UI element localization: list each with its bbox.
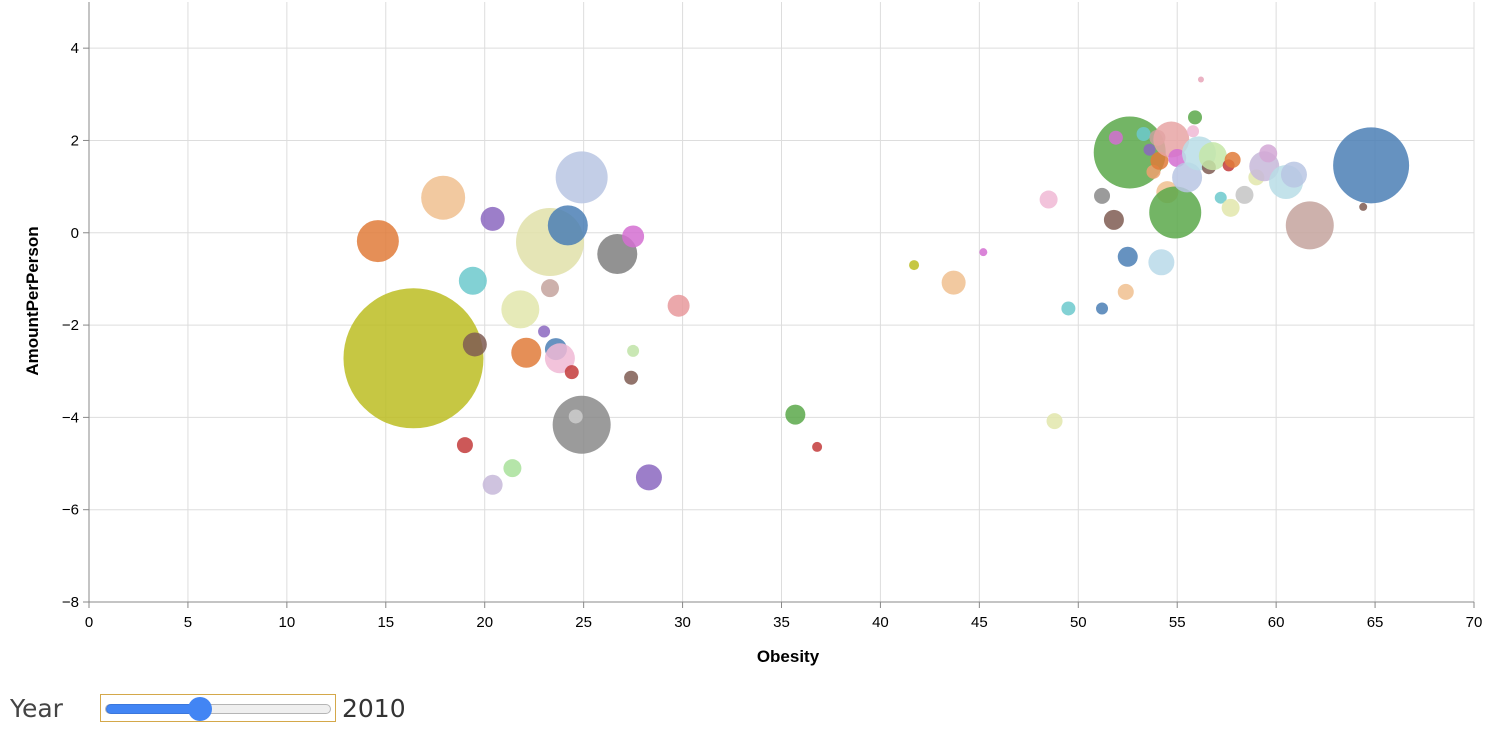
x-tick-label: 10 xyxy=(279,614,296,631)
data-point xyxy=(1046,413,1063,430)
data-point xyxy=(1221,198,1240,217)
axes: 0 5 10 15 20 25 30 35 40 45 50 55 60 65 70 −8 −6 −4 −2 0 2 4 xyxy=(62,2,1482,631)
data-point xyxy=(541,279,560,298)
data-point xyxy=(624,370,639,385)
x-tick-label: 5 xyxy=(184,614,192,631)
data-point xyxy=(1150,151,1169,170)
year-slider-track[interactable] xyxy=(105,697,331,721)
data-point xyxy=(812,441,823,452)
data-point xyxy=(501,290,540,329)
data-point xyxy=(1188,110,1203,125)
data-point xyxy=(555,151,608,204)
x-tick-label: 70 xyxy=(1466,614,1483,631)
data-point xyxy=(1153,121,1190,158)
data-point xyxy=(1096,302,1109,315)
data-point xyxy=(356,220,399,263)
data-point xyxy=(1285,201,1334,250)
data-point xyxy=(1143,143,1156,156)
data-point xyxy=(1108,130,1123,145)
data-point xyxy=(635,464,662,491)
data-point xyxy=(1168,149,1187,167)
x-tick-label: 0 xyxy=(85,614,93,631)
grid xyxy=(89,2,1475,602)
data-point xyxy=(503,459,522,478)
data-point xyxy=(1094,187,1111,204)
y-tick-label: −6 xyxy=(62,502,79,519)
data-point xyxy=(1136,127,1151,141)
y-tick-label: 4 xyxy=(71,40,79,57)
data-point xyxy=(538,325,551,338)
data-point xyxy=(1333,127,1410,204)
year-label: Year xyxy=(10,693,63,723)
x-tick-label: 30 xyxy=(674,614,691,631)
x-tick-label: 50 xyxy=(1070,614,1087,631)
data-point xyxy=(1214,191,1227,204)
x-tick-label: 60 xyxy=(1268,614,1285,631)
data-point xyxy=(568,409,583,424)
data-point xyxy=(622,225,645,248)
data-point xyxy=(1235,185,1254,204)
data-point xyxy=(482,474,503,495)
data-point xyxy=(552,395,611,454)
x-tick-label: 20 xyxy=(476,614,493,631)
data-point xyxy=(462,332,487,357)
data-point xyxy=(1198,142,1227,171)
y-tick-label: 2 xyxy=(71,132,79,149)
data-point xyxy=(1149,186,1202,239)
data-point xyxy=(1117,246,1138,267)
data-point xyxy=(785,404,806,425)
data-point xyxy=(511,337,542,368)
year-value: 2010 xyxy=(342,693,406,723)
data-point xyxy=(421,175,466,220)
y-axis-title: AmountPerPerson xyxy=(23,226,42,375)
data-point xyxy=(1359,202,1368,211)
data-point xyxy=(1103,209,1124,230)
x-tick-label: 40 xyxy=(872,614,889,631)
x-tick-label: 35 xyxy=(773,614,790,631)
x-tick-label: 55 xyxy=(1169,614,1186,631)
data-point xyxy=(564,365,579,380)
data-point xyxy=(547,205,588,246)
y-tick-label: 0 xyxy=(71,225,79,242)
year-slider-thumb[interactable] xyxy=(188,697,213,721)
x-tick-label: 25 xyxy=(575,614,592,631)
data-point xyxy=(1224,151,1241,168)
data-point xyxy=(979,248,988,257)
data-point xyxy=(667,294,690,317)
data-point xyxy=(1172,162,1203,193)
x-tick-label: 45 xyxy=(971,614,988,631)
data-point xyxy=(909,260,920,271)
y-tick-label: −4 xyxy=(62,409,79,426)
scatter-points xyxy=(343,76,1410,495)
year-control: Year 2010 xyxy=(10,688,406,728)
data-point xyxy=(1148,249,1175,276)
data-point xyxy=(1039,190,1058,209)
data-point xyxy=(1197,76,1204,83)
data-point xyxy=(480,206,505,231)
data-point xyxy=(544,343,575,374)
data-point xyxy=(458,266,487,295)
data-point xyxy=(1280,161,1307,188)
x-tick-label: 65 xyxy=(1367,614,1384,631)
x-tick-label: 15 xyxy=(377,614,394,631)
data-point xyxy=(1259,144,1278,163)
data-point xyxy=(627,344,640,357)
y-tick-label: −2 xyxy=(62,317,79,334)
year-slider[interactable] xyxy=(100,694,336,722)
data-point xyxy=(343,288,484,429)
data-point xyxy=(941,270,966,295)
data-point xyxy=(1187,125,1200,138)
data-point xyxy=(1061,301,1076,316)
scatter-chart: 0 5 10 15 20 25 30 35 40 45 50 55 60 65 70−8−6−4−2024 … xyxy=(23,2,1482,666)
x-axis-title: Obesity xyxy=(757,647,820,666)
data-point xyxy=(1117,283,1134,300)
data-point xyxy=(456,437,473,454)
y-tick-label: −8 xyxy=(62,594,79,611)
